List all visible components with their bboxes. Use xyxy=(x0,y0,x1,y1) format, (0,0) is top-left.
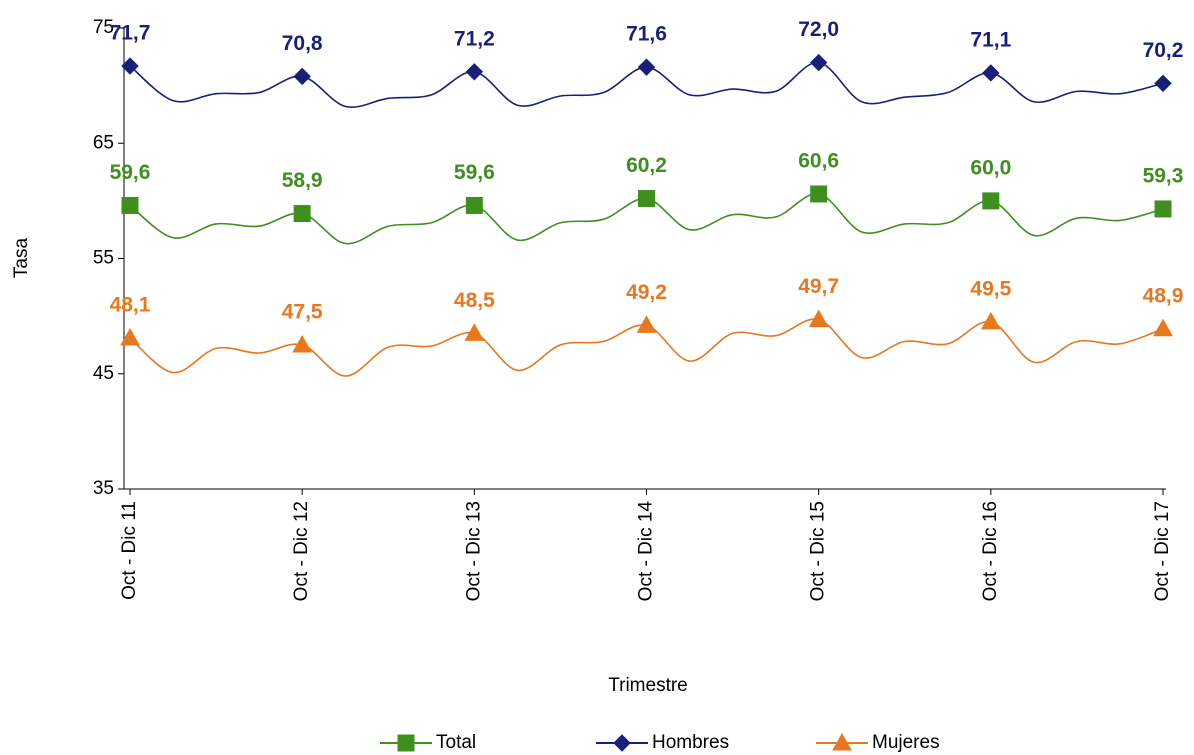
x-tick-label: Oct - Dic 11 xyxy=(119,501,140,600)
y-tick-label: 45 xyxy=(93,363,114,384)
data-label: 70,2 xyxy=(1143,39,1184,62)
point-marker xyxy=(293,205,311,223)
data-label: 49,7 xyxy=(798,275,839,298)
data-label: 48,5 xyxy=(454,289,495,312)
data-label: 60,0 xyxy=(970,156,1011,179)
x-tick-label: Oct - Dic 16 xyxy=(980,501,1001,601)
point-marker xyxy=(982,64,1000,82)
point-marker xyxy=(810,185,828,203)
data-label: 72,0 xyxy=(798,18,839,41)
point-marker xyxy=(292,334,313,353)
data-label: 59,3 xyxy=(1143,164,1184,187)
point-marker xyxy=(121,196,139,214)
data-label: 49,5 xyxy=(970,277,1011,300)
point-marker xyxy=(980,311,1001,330)
point-marker xyxy=(121,57,139,75)
data-label: 48,9 xyxy=(1143,284,1184,307)
legend-label: Total xyxy=(436,732,476,753)
data-label: 47,5 xyxy=(282,300,323,323)
point-marker xyxy=(636,315,657,333)
data-label: 71,1 xyxy=(970,28,1011,51)
point-marker xyxy=(982,192,1000,210)
point-marker xyxy=(465,196,483,214)
data-label: 59,6 xyxy=(454,161,495,184)
data-label: 71,2 xyxy=(454,27,495,50)
x-tick-label: Oct - Dic 14 xyxy=(636,501,657,602)
x-tick-label: Oct - Dic 15 xyxy=(808,501,829,601)
data-label: 71,6 xyxy=(626,23,667,46)
y-tick-label: 75 xyxy=(93,17,114,38)
legend-marker xyxy=(613,734,631,752)
x-tick-label: Oct - Dic 17 xyxy=(1152,501,1173,601)
data-label: 70,8 xyxy=(282,32,323,55)
x-tick-label: Oct - Dic 12 xyxy=(291,501,312,601)
legend-label: Mujeres xyxy=(872,732,940,753)
legend-label: Hombres xyxy=(652,732,729,753)
data-label: 71,7 xyxy=(110,22,151,45)
data-label: 59,6 xyxy=(110,161,151,184)
y-tick-label: 35 xyxy=(93,478,114,499)
point-marker xyxy=(809,53,828,72)
point-marker xyxy=(120,328,140,346)
y-tick-label: 65 xyxy=(93,132,114,153)
data-label: 49,2 xyxy=(626,281,667,304)
data-label: 48,1 xyxy=(110,294,151,317)
legend-marker xyxy=(397,734,415,752)
point-marker xyxy=(1154,200,1172,218)
point-marker xyxy=(1153,318,1173,337)
data-label: 58,9 xyxy=(282,169,323,192)
point-marker xyxy=(637,58,656,76)
point-marker xyxy=(464,323,485,341)
x-tick-label: Oct - Dic 13 xyxy=(463,501,484,601)
y-axis-title: Tasa xyxy=(11,238,32,279)
x-axis-title: Trimestre xyxy=(608,675,688,696)
point-marker xyxy=(808,309,829,328)
point-marker xyxy=(638,190,655,208)
data-label: 60,2 xyxy=(626,154,667,177)
legend-marker xyxy=(832,732,852,751)
point-marker xyxy=(1154,74,1172,93)
data-label: 60,6 xyxy=(798,150,839,173)
point-marker xyxy=(293,67,311,86)
point-marker xyxy=(465,63,484,81)
y-tick-label: 55 xyxy=(93,248,114,269)
